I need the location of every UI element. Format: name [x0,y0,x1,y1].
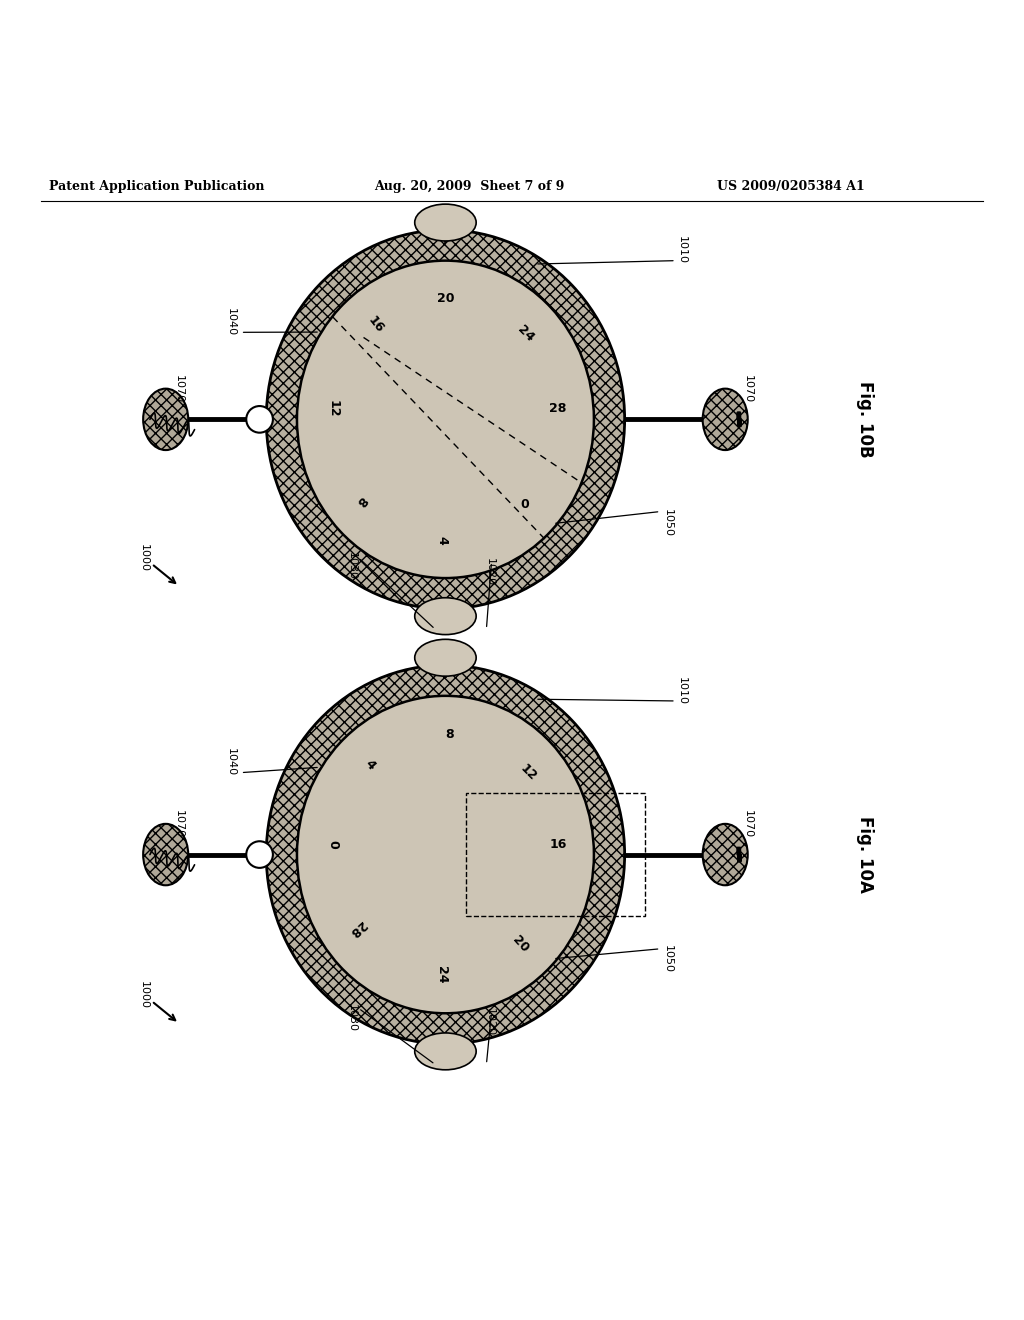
Text: 1040: 1040 [225,308,236,337]
Ellipse shape [415,1034,476,1069]
Ellipse shape [266,230,625,609]
Circle shape [246,407,272,433]
Text: 1070: 1070 [742,375,753,403]
Ellipse shape [415,639,476,676]
Text: 1000: 1000 [138,544,148,572]
Bar [466,793,645,916]
Ellipse shape [415,598,476,635]
Ellipse shape [143,388,188,450]
Ellipse shape [297,260,594,578]
Text: 1020: 1020 [484,1008,495,1036]
Text: 1010: 1010 [677,236,687,264]
Text: 20: 20 [510,933,531,956]
Text: 1070: 1070 [174,375,184,403]
Text: Aug. 20, 2009  Sheet 7 of 9: Aug. 20, 2009 Sheet 7 of 9 [374,181,564,194]
Text: 8: 8 [445,727,454,741]
Text: 1070: 1070 [174,809,184,838]
Text: 1020: 1020 [484,558,495,586]
Ellipse shape [297,696,594,1014]
Text: US 2009/0205384 A1: US 2009/0205384 A1 [717,181,864,194]
Text: 12: 12 [327,400,340,417]
Text: 1070: 1070 [742,809,753,838]
Text: 1050: 1050 [663,945,673,973]
Text: 28: 28 [346,919,368,940]
Text: 1010: 1010 [677,677,687,705]
Text: Fig. 10A: Fig. 10A [856,816,874,894]
Text: 16: 16 [366,313,386,335]
Text: 1050: 1050 [663,508,673,537]
Text: Fig. 10B: Fig. 10B [856,381,874,458]
Ellipse shape [702,824,748,886]
Text: 1040: 1040 [225,748,236,776]
Text: 12: 12 [517,762,539,783]
Text: 16: 16 [549,838,566,850]
Ellipse shape [143,824,188,886]
Text: Patent Application Publication: Patent Application Publication [49,181,264,194]
Text: 24: 24 [514,323,536,345]
Text: 0: 0 [521,498,529,511]
Ellipse shape [702,388,748,450]
Text: 28: 28 [549,403,566,416]
Text: 20: 20 [436,292,455,305]
Text: 8: 8 [354,492,370,508]
Text: 0: 0 [327,840,340,849]
Text: 1030: 1030 [347,552,357,579]
Text: 4: 4 [435,536,449,544]
Text: 24: 24 [435,966,449,983]
Ellipse shape [415,205,476,242]
Text: 1000: 1000 [138,981,148,1008]
Text: 1030: 1030 [347,1005,357,1032]
Text: 4: 4 [362,758,378,772]
Circle shape [246,841,272,867]
Ellipse shape [266,665,625,1044]
